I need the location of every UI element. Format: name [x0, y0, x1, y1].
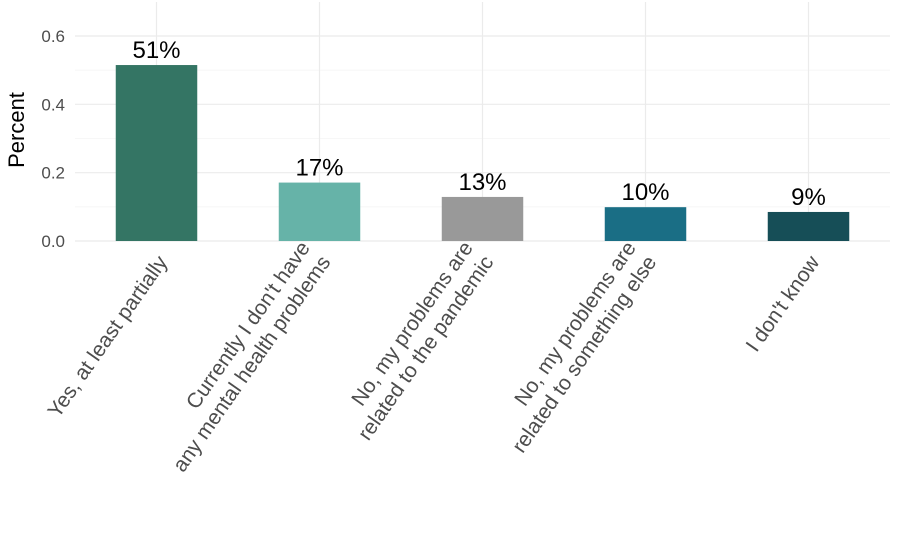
x-tick-label: Yes, at least partially: [43, 251, 172, 422]
bar: [278, 182, 361, 241]
grid: [75, 2, 890, 242]
x-tick-label-line: related to the pandemic: [354, 252, 499, 445]
bar: [604, 207, 687, 241]
bars: [115, 65, 850, 242]
y-axis: 0.0 0.2 0.4 0.6: [41, 27, 65, 251]
bar-value-label: 17%: [295, 155, 343, 182]
x-tick-label-line: Yes, at least partially: [43, 251, 172, 422]
data-labels: 51% 17% 13% 10% 9%: [132, 37, 825, 211]
x-tick-label-line: I don't know: [742, 251, 825, 356]
y-tick-label: 0.0: [41, 232, 65, 251]
bar: [767, 211, 850, 241]
x-axis: Yes, at least partially Currently I don't…: [43, 237, 824, 476]
bar: [115, 65, 198, 242]
bar: [441, 196, 524, 241]
x-tick-label-line: related to something else: [508, 252, 661, 457]
x-tick-label: I don't know: [742, 251, 825, 356]
y-tick-label: 0.6: [41, 27, 65, 46]
bar-value-label: 10%: [621, 179, 669, 206]
y-axis-title: Percent: [4, 92, 29, 168]
bar-value-label: 13%: [458, 169, 506, 196]
bar-value-label: 51%: [132, 37, 180, 64]
y-tick-label: 0.4: [41, 95, 65, 114]
x-tick-label-line: any mental health problems: [169, 252, 336, 477]
y-tick-label: 0.2: [41, 164, 65, 183]
bar-value-label: 9%: [791, 184, 826, 211]
